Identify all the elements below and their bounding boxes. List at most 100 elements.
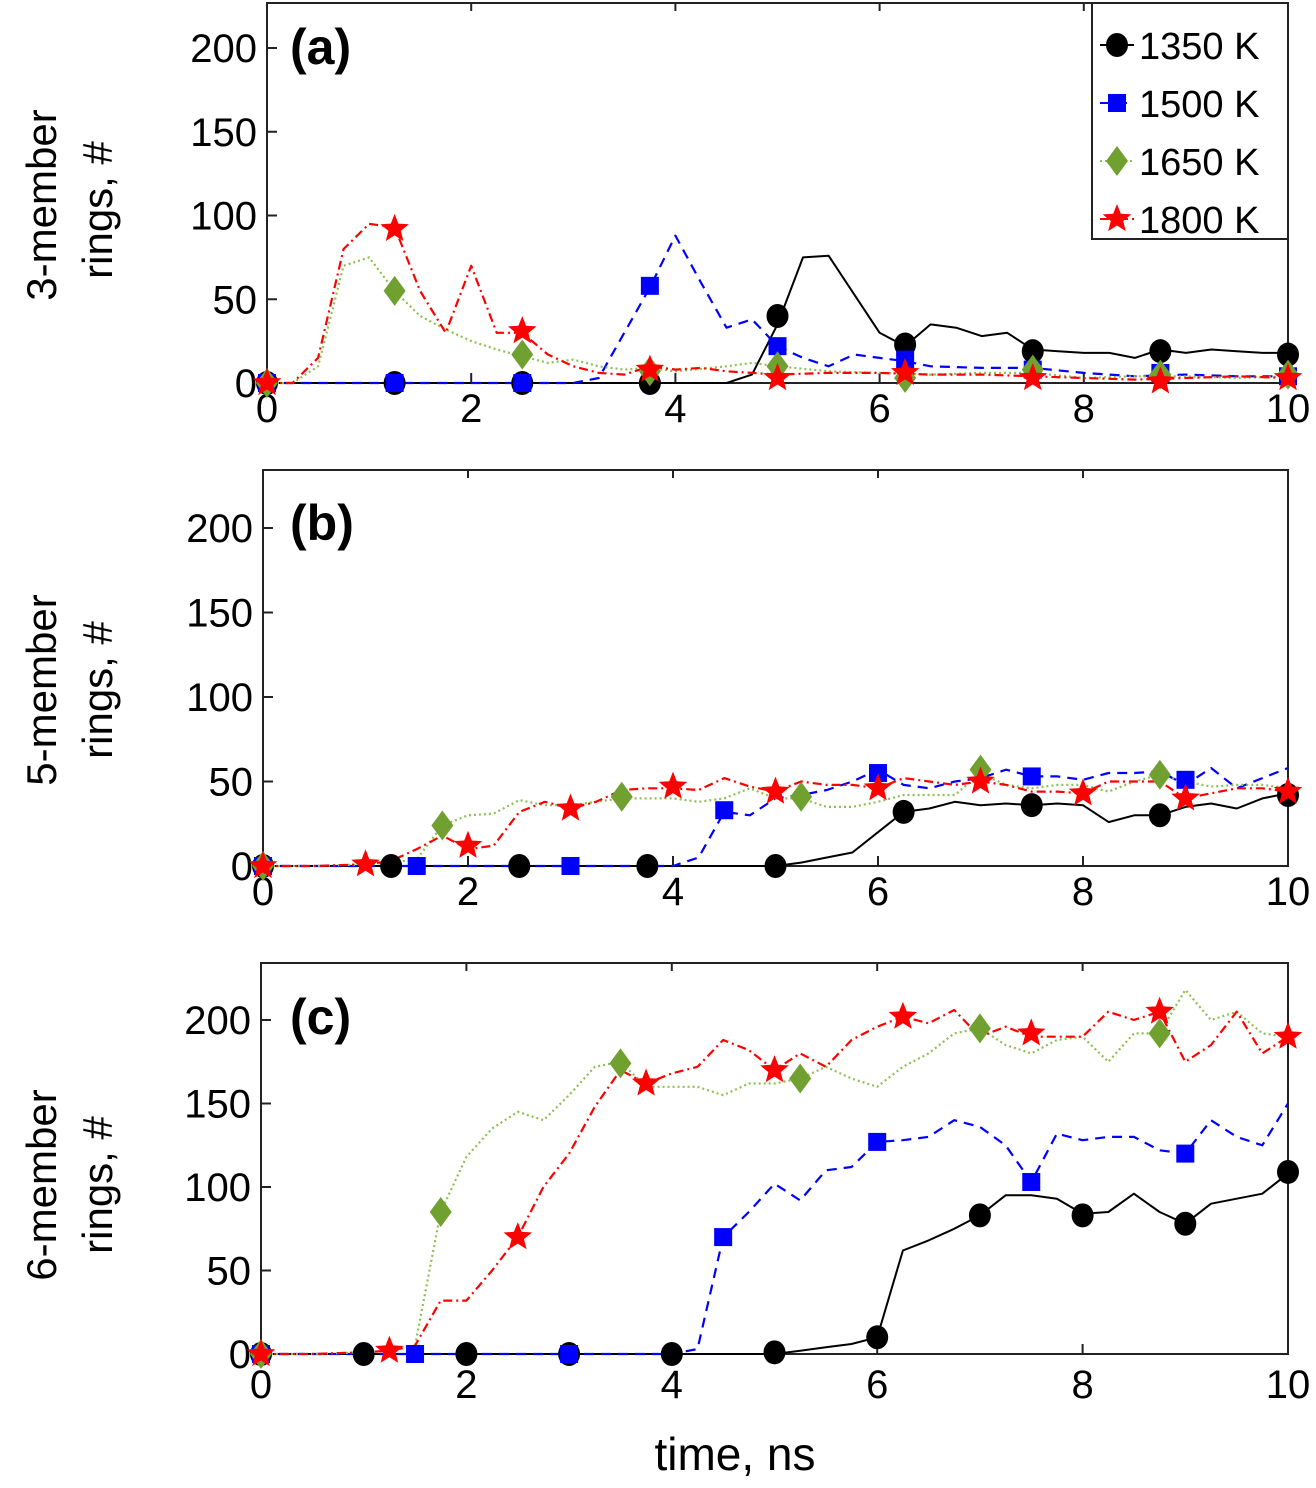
data-point-1800k <box>863 773 893 801</box>
panel-c: 0 50 100 150 200 0 2 4 6 8 10 (c) 6-member rings,… <box>18 962 1310 1407</box>
data-point-1350k <box>455 1342 478 1366</box>
x-tick-label: 8 <box>1072 870 1094 914</box>
data-point-1800k <box>1273 776 1303 804</box>
data-point-1500k <box>715 801 734 820</box>
data-point-1500k <box>714 1228 733 1247</box>
data-point-1500k <box>1176 770 1195 789</box>
data-point-1800k <box>888 1001 918 1029</box>
data-point-1650k <box>431 810 454 841</box>
x-tick-label: 0 <box>256 387 278 431</box>
x-axis-title: time, ns <box>654 1428 815 1480</box>
data-point-1650k <box>968 1013 991 1044</box>
data-point-1500k <box>868 1132 887 1151</box>
x-ticks-b: 0 2 4 6 8 10 <box>252 470 1310 914</box>
y-tick-label: 150 <box>190 111 257 155</box>
x-tick-label: 0 <box>250 1363 272 1407</box>
x-tick-label: 4 <box>662 870 684 914</box>
panel-label-a: (a) <box>290 19 351 75</box>
x-tick-label: 2 <box>455 1363 477 1407</box>
data-point-1800k <box>658 771 688 799</box>
data-point-1350k <box>508 854 531 878</box>
x-tick-label: 6 <box>867 870 889 914</box>
y-tick-label: 0 <box>235 362 257 406</box>
data-point-1350k <box>894 332 917 357</box>
x-tick-label: 8 <box>1071 1363 1093 1407</box>
y-tick-label: 200 <box>184 999 251 1043</box>
x-tick-label: 4 <box>664 387 686 431</box>
data-point-1500k <box>513 374 532 392</box>
legend-entry: 1350 K <box>1100 26 1259 68</box>
data-point-1800k <box>246 1339 276 1367</box>
legend-label: 1650 K <box>1139 142 1259 184</box>
data-point-1500k <box>1022 1172 1041 1191</box>
y-tick-label: 100 <box>184 1166 251 1210</box>
data-point-1350k <box>1277 1159 1299 1184</box>
legend-label: 1800 K <box>1139 200 1259 242</box>
x-tick-label: 0 <box>252 870 274 914</box>
series-line-1800k <box>261 1008 1288 1356</box>
data-point-1500k <box>869 764 887 783</box>
x-tick-label: 2 <box>460 387 482 431</box>
data-point-1500k <box>561 857 580 875</box>
y-axis-title-a-line1: 3-member <box>18 109 65 300</box>
series-line-1800k <box>263 777 1288 868</box>
x-tick-label: 10 <box>1266 870 1311 914</box>
x-ticks-c: 0 2 4 6 8 10 <box>250 963 1310 1407</box>
panel-a: 0 50 100 150 200 0 2 4 6 8 10 (a) 3-member rings,… <box>18 2 1311 431</box>
legend: 1350 K 1500 K 1650 K 1800 K <box>1091 2 1289 242</box>
data-point-1800k <box>1146 366 1175 394</box>
data-point-1650k <box>429 1197 452 1228</box>
series-line-1650k <box>261 988 1288 1356</box>
data-point-1350k <box>1148 803 1171 828</box>
data-point-1350k <box>352 1342 375 1366</box>
data-point-1650k <box>610 781 633 812</box>
data-point-1350k <box>1174 1211 1197 1236</box>
series-markers-b <box>248 754 1303 881</box>
y-axis-title-c: 6-member rings, # <box>18 1089 121 1280</box>
data-point-1500k <box>768 337 787 356</box>
data-point-1800k <box>1068 778 1098 806</box>
data-point-1650k <box>1148 1018 1171 1049</box>
y-axis-title-a: 3-member rings, # <box>18 109 121 300</box>
x-tick-label: 2 <box>457 870 479 914</box>
data-point-1500k <box>560 1345 579 1363</box>
series-line-1500k <box>261 1102 1288 1356</box>
legend-entry: 1650 K <box>1100 142 1259 184</box>
y-tick-label: 50 <box>213 278 258 322</box>
y-tick-label: 100 <box>186 676 253 720</box>
x-tick-label: 10 <box>1266 387 1311 431</box>
x-tick-label: 10 <box>1266 1363 1311 1407</box>
legend-label: 1500 K <box>1139 84 1259 126</box>
y-tick-label: 100 <box>190 195 257 239</box>
data-point-1800k <box>351 849 380 877</box>
data-point-1350k <box>1020 793 1043 818</box>
y-ticks-a: 0 50 100 150 200 <box>190 27 277 406</box>
data-point-1800k <box>248 851 278 879</box>
series-line-1350k <box>263 792 1288 867</box>
series-markers-c <box>246 996 1303 1369</box>
x-tick-label: 8 <box>1073 387 1095 431</box>
data-point-1350k <box>764 854 787 878</box>
data-point-1800k <box>1273 1021 1303 1049</box>
data-point-1800k <box>556 793 585 821</box>
y-axis-title-a-line2: rings, # <box>74 140 121 278</box>
data-point-1650k <box>609 1048 632 1079</box>
y-tick-label: 0 <box>229 1333 251 1377</box>
data-point-1800k <box>763 363 792 391</box>
data-point-1500k <box>1176 1144 1195 1163</box>
data-point-1350k <box>968 1203 991 1228</box>
data-point-1800k <box>508 316 537 344</box>
data-point-1800k <box>1017 1018 1046 1046</box>
data-point-1500k <box>407 857 426 875</box>
data-point-1800k <box>252 368 282 396</box>
data-point-1350k <box>1149 339 1172 364</box>
legend-entry: 1500 K <box>1100 84 1259 126</box>
data-point-1800k <box>503 1222 532 1250</box>
legend-marker-circle-icon <box>1106 33 1128 57</box>
data-point-1650k <box>383 275 406 306</box>
panel-label-c: (c) <box>290 989 351 1045</box>
data-point-1650k <box>1148 759 1171 790</box>
data-point-1800k <box>635 354 665 382</box>
data-point-1650k <box>789 1063 812 1094</box>
data-point-1800k <box>375 1335 404 1363</box>
